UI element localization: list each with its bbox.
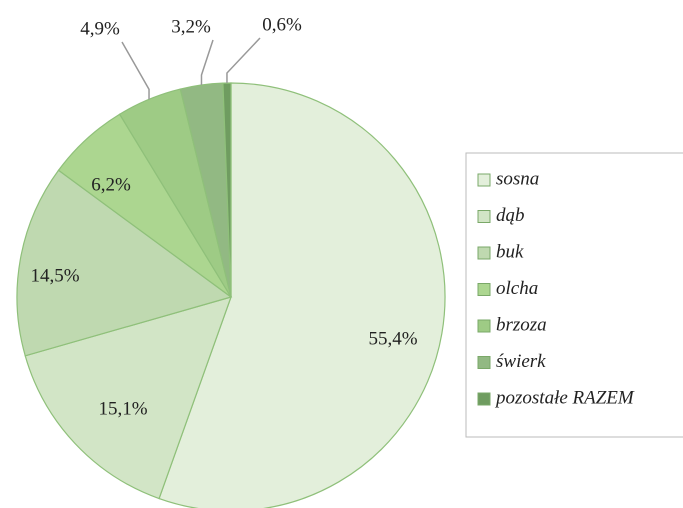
legend-swatch [477, 356, 491, 369]
legend-label: świerk [496, 351, 546, 372]
pie-slice [158, 82, 446, 508]
data-label: 55,4% [368, 328, 417, 349]
legend-label: sosna [496, 168, 539, 189]
leader-line [121, 41, 150, 100]
legend-label: dąb [496, 205, 525, 226]
pie-slice [16, 169, 233, 357]
legend-label: olcha [496, 278, 538, 299]
data-label: 15,1% [98, 398, 147, 419]
legend-swatch [477, 319, 491, 333]
leader-line [226, 37, 261, 84]
legend-label: buk [496, 241, 524, 262]
legend-swatch [477, 392, 491, 406]
legend-swatch [477, 173, 491, 187]
data-label: 14,5% [30, 265, 79, 286]
data-label: 0,6% [262, 14, 302, 35]
legend-swatch [477, 210, 491, 223]
data-label: 4,9% [80, 18, 120, 39]
data-label: 6,2% [91, 174, 131, 195]
leader-line [200, 39, 214, 86]
legend-box [465, 152, 683, 438]
pie-slice [222, 82, 232, 298]
legend-label: pozostałe RAZEM [494, 387, 635, 408]
data-label: 3,2% [171, 16, 211, 37]
legend-label: brzoza [496, 314, 547, 335]
legend-swatch [477, 283, 491, 296]
legend-swatch [477, 246, 491, 260]
pie-slice [24, 296, 232, 500]
